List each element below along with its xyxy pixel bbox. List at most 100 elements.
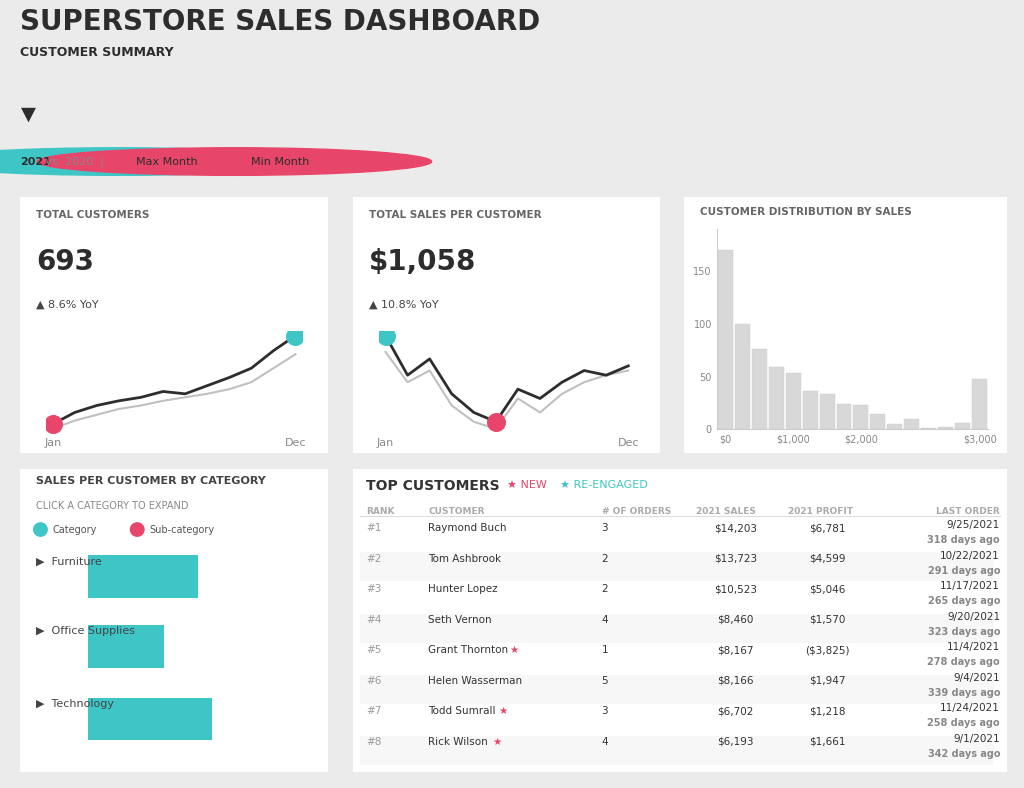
Text: $6,781: $6,781 [809,523,845,533]
Text: #8: #8 [367,737,382,747]
Text: Raymond Buch: Raymond Buch [428,523,507,533]
Bar [819,393,835,429]
Text: #3: #3 [367,584,382,594]
Text: Hunter Lopez: Hunter Lopez [428,584,498,594]
Text: 9/1/2021: 9/1/2021 [953,734,1000,744]
Text: TOTAL CUSTOMERS: TOTAL CUSTOMERS [36,210,150,220]
Text: 323 days ago: 323 days ago [928,626,1000,637]
Text: 5: 5 [601,676,608,686]
FancyBboxPatch shape [359,614,993,642]
Text: Seth Vernon: Seth Vernon [428,615,493,625]
Circle shape [0,147,316,176]
FancyBboxPatch shape [88,556,198,598]
Bar [955,423,970,429]
Text: CLICK A CATEGORY TO EXPAND: CLICK A CATEGORY TO EXPAND [36,500,188,511]
Text: 1: 1 [601,645,608,655]
Text: ★ RE-ENGAGED: ★ RE-ENGAGED [553,479,647,489]
Bar [972,379,987,429]
Text: 258 days ago: 258 days ago [928,719,1000,728]
FancyBboxPatch shape [359,552,993,582]
Circle shape [34,523,47,536]
Text: vs. 2020  |: vs. 2020 | [42,156,103,167]
Text: # OF ORDERS: # OF ORDERS [601,507,671,516]
FancyBboxPatch shape [359,736,993,764]
Text: $1,661: $1,661 [809,737,845,747]
Text: Rick Wilson: Rick Wilson [428,737,488,747]
Bar [837,404,852,429]
Circle shape [130,523,144,536]
Text: #2: #2 [367,554,382,563]
Text: 2021: 2021 [20,157,51,166]
Text: 9/4/2021: 9/4/2021 [953,673,1000,682]
Text: 2: 2 [601,584,608,594]
Text: Sub-category: Sub-category [150,525,215,534]
Text: $1,218: $1,218 [809,706,845,716]
Text: $1,058: $1,058 [369,248,476,277]
Text: ($3,825): ($3,825) [805,645,849,655]
Bar [888,424,902,429]
Text: 11/24/2021: 11/24/2021 [940,703,1000,713]
Text: 2: 2 [601,554,608,563]
Point [288,329,304,342]
Text: $6,193: $6,193 [717,737,754,747]
Text: #6: #6 [367,676,382,686]
Text: #1: #1 [367,523,382,533]
Bar [938,427,953,429]
Text: CUSTOMER SUMMARY: CUSTOMER SUMMARY [20,46,174,58]
Text: CUSTOMER DISTRIBUTION BY SALES: CUSTOMER DISTRIBUTION BY SALES [700,207,912,217]
Text: Tom Ashbrook: Tom Ashbrook [428,554,502,563]
Text: 4: 4 [601,737,608,747]
Text: $13,723: $13,723 [714,554,757,563]
Bar [904,419,920,429]
Text: TOTAL SALES PER CUSTOMER: TOTAL SALES PER CUSTOMER [369,210,542,220]
Text: $5,046: $5,046 [809,584,845,594]
Text: 11/17/2021: 11/17/2021 [940,581,1000,591]
Bar [769,367,783,429]
Text: ★: ★ [499,706,508,716]
Bar [853,405,868,429]
Point [44,418,60,430]
Circle shape [38,147,432,176]
Text: 3: 3 [601,523,608,533]
Text: $8,166: $8,166 [717,676,754,686]
Point [377,329,393,342]
Text: CUSTOMER: CUSTOMER [428,507,485,516]
Text: ▶  Office Supplies: ▶ Office Supplies [36,626,135,636]
Text: SUPERSTORE SALES DASHBOARD: SUPERSTORE SALES DASHBOARD [20,8,541,36]
Text: ★: ★ [493,737,502,747]
Text: RANK: RANK [367,507,395,516]
Text: $4,599: $4,599 [809,554,845,563]
FancyBboxPatch shape [88,625,164,667]
Text: 318 days ago: 318 days ago [928,535,1000,545]
Bar [718,250,733,429]
Text: ▶  Technology: ▶ Technology [36,699,114,709]
Text: $8,460: $8,460 [717,615,754,625]
Text: 9/25/2021: 9/25/2021 [947,520,1000,530]
Text: $10,523: $10,523 [714,584,757,594]
Text: ★ NEW: ★ NEW [507,479,547,489]
Text: ▲ 8.6% YoY: ▲ 8.6% YoY [36,299,98,310]
Text: TOP CUSTOMERS: TOP CUSTOMERS [367,479,500,493]
Text: $1,947: $1,947 [809,676,845,686]
Bar [870,414,886,429]
Text: $8,167: $8,167 [717,645,754,655]
Text: SALES PER CUSTOMER BY CATEGORY: SALES PER CUSTOMER BY CATEGORY [36,477,265,486]
Text: ▼: ▼ [20,105,36,124]
Text: 9/20/2021: 9/20/2021 [947,611,1000,622]
Text: 339 days ago: 339 days ago [928,688,1000,698]
Text: ★: ★ [509,645,519,655]
FancyBboxPatch shape [359,675,993,704]
Text: $14,203: $14,203 [714,523,757,533]
Bar [803,392,817,429]
Bar [735,324,750,429]
Text: 265 days ago: 265 days ago [928,597,1000,606]
Text: 291 days ago: 291 days ago [928,566,1000,576]
Point [487,415,504,428]
Text: #5: #5 [367,645,382,655]
Bar [785,374,801,429]
Text: Helen Wasserman: Helen Wasserman [428,676,522,686]
Text: Min Month: Min Month [252,157,310,166]
Text: 10/22/2021: 10/22/2021 [940,551,1000,560]
Text: $1,570: $1,570 [809,615,845,625]
Text: Todd Sumrall: Todd Sumrall [428,706,496,716]
